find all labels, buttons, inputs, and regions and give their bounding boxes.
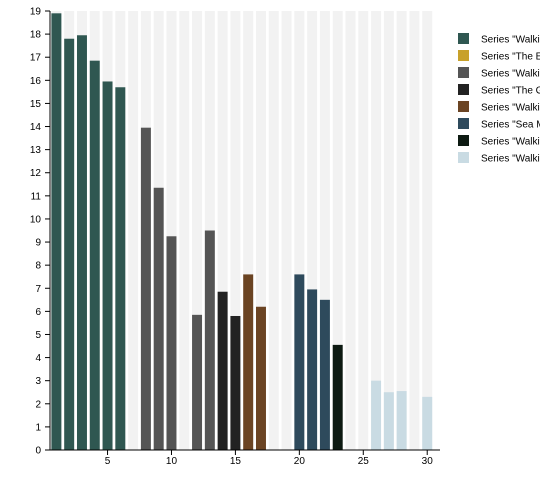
legend: Series "Walki Series "The E Series "Walki S…	[458, 33, 540, 165]
bar-series-1-x4	[89, 60, 100, 450]
bar-series-5-x16	[243, 274, 254, 450]
grid-band	[371, 11, 382, 450]
grid-band	[268, 11, 279, 450]
grid-band	[179, 11, 190, 450]
bar-series-4-x14	[217, 291, 228, 450]
legend-swatch	[458, 135, 469, 146]
x-tick-label: 15	[230, 456, 242, 467]
y-tick-label: 4	[35, 353, 41, 364]
y-tick-label: 11	[31, 191, 42, 202]
legend-label: Series "Walki	[481, 69, 540, 80]
grid-band	[192, 11, 203, 450]
y-tick-label: 6	[35, 307, 41, 318]
grid-band	[396, 11, 407, 450]
y-tick-label: 3	[35, 376, 41, 387]
grid-band	[358, 11, 369, 450]
grid-band	[307, 11, 318, 450]
y-tick-label: 5	[35, 330, 41, 341]
y-tick-label: 1	[35, 422, 41, 433]
legend-label: Series "Walki	[481, 154, 540, 165]
bar-series-8-x27	[383, 392, 394, 450]
bar-series-1-x5	[102, 81, 113, 450]
grid-band	[345, 11, 356, 450]
y-tick-label: 8	[35, 261, 41, 272]
legend-swatch	[458, 67, 469, 78]
bar-series-1-x3	[76, 35, 87, 450]
bar-series-7-x23	[332, 344, 343, 450]
grid-band	[217, 11, 228, 450]
bar-series-3-x12	[192, 314, 203, 450]
y-tick-label: 15	[30, 99, 42, 110]
grid-band	[383, 11, 394, 450]
legend-label: Series "Sea M	[481, 120, 540, 131]
bar-series-8-x28	[396, 391, 407, 450]
x-tick-label: 10	[166, 456, 178, 467]
grid-band	[128, 11, 139, 450]
bar-series-1-x6	[115, 87, 126, 450]
y-tick-label: 16	[30, 76, 42, 87]
bar-series-5-x17	[255, 306, 266, 450]
y-tick-label: 17	[30, 53, 42, 64]
y-tick-label: 19	[30, 7, 42, 18]
grid-band	[294, 11, 305, 450]
y-tick-label: 18	[30, 30, 42, 41]
bar-series-8-x30	[422, 396, 433, 450]
legend-label: Series "The E	[481, 52, 540, 63]
grid-band	[409, 11, 420, 450]
x-tick-label: 30	[422, 456, 434, 467]
bar-series-3-x8	[140, 127, 151, 450]
y-tick-label: 7	[35, 284, 41, 295]
grid-band	[230, 11, 241, 450]
legend-swatch	[458, 152, 469, 163]
bar-series-1-x1	[51, 13, 62, 451]
legend-swatch	[458, 50, 469, 61]
grid-band	[281, 11, 292, 450]
legend-swatch	[458, 118, 469, 129]
y-tick-label: 2	[35, 399, 41, 410]
legend-label: Series "Walki	[481, 103, 540, 114]
bar-series-3-x10	[166, 236, 177, 450]
bar-series-4-x15	[230, 315, 241, 450]
y-tick-label: 14	[30, 122, 42, 133]
y-tick-label: 9	[35, 238, 41, 249]
legend-label: Series "Walki	[481, 137, 540, 148]
bar-series-6-x21	[307, 289, 318, 450]
grid-band	[166, 11, 177, 450]
x-axis: 5 10 15 20 25 30	[50, 449, 440, 467]
grid-band	[422, 11, 433, 450]
bar-series-3-x9	[153, 187, 164, 451]
legend-label: Series "Walki	[481, 35, 540, 46]
bar-series-3-x13	[204, 230, 215, 450]
grid-band	[319, 11, 330, 450]
x-tick-label: 20	[294, 456, 306, 467]
bar-series-1-x2	[64, 38, 75, 450]
grid-band	[332, 11, 343, 450]
y-tick-label: 13	[30, 145, 42, 156]
y-tick-label: 12	[30, 168, 42, 179]
legend-swatch	[458, 33, 469, 44]
bar-series-6-x22	[319, 299, 330, 450]
bar-series-8-x26	[371, 380, 382, 450]
grid-band	[243, 11, 254, 450]
y-tick-label: 0	[35, 446, 41, 457]
grid-band	[255, 11, 266, 450]
bar-series-6-x20	[294, 274, 305, 450]
legend-label: Series "The G	[481, 86, 540, 97]
legend-swatch	[458, 101, 469, 112]
bars	[51, 13, 433, 451]
x-tick-label: 5	[105, 456, 111, 467]
y-tick-label: 10	[30, 214, 42, 225]
x-tick-label: 25	[358, 456, 370, 467]
legend-swatch	[458, 84, 469, 95]
